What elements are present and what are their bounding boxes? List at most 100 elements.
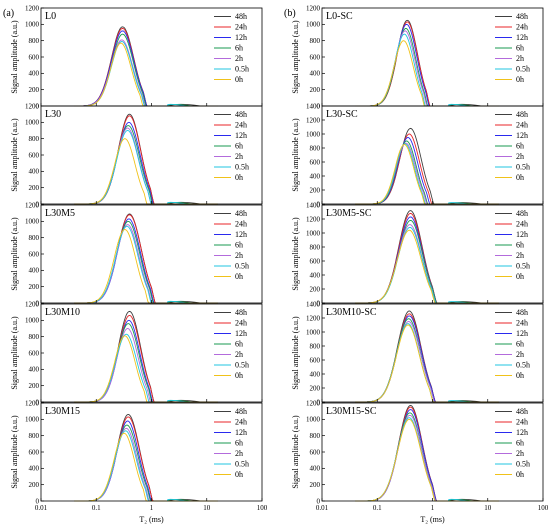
y-tick-label: 1200 (25, 201, 40, 209)
legend-label: 48h (516, 12, 528, 21)
series-6h (355, 412, 499, 502)
panel-title: L30M15-SC (326, 406, 377, 417)
y-tick-label: 600 (29, 53, 40, 61)
legend-label: 12h (516, 329, 528, 338)
series-2h (74, 39, 218, 107)
axes-frame (40, 105, 263, 205)
y-tick-label: 600 (310, 53, 321, 61)
legend-label: 0h (516, 75, 524, 84)
y-tick-label: 600 (29, 349, 40, 357)
y-tick-label: 1400 (306, 201, 321, 209)
series-6h (355, 219, 499, 304)
y-tick-label: 200 (29, 283, 40, 291)
series-6h (74, 33, 218, 107)
y-tick-label: 1200 (25, 300, 40, 308)
y-tick-label: 1400 (306, 300, 321, 308)
y-tick-label: 600 (29, 250, 40, 258)
y-tick-label: 400 (310, 172, 321, 180)
series-6h (355, 318, 499, 403)
x-axis-title: T₂ (ms) (139, 515, 164, 524)
legend-label: 6h (516, 44, 524, 53)
axes-frame (321, 7, 544, 107)
y-tick-label: 400 (29, 70, 40, 78)
series-24h (355, 313, 499, 403)
panel-L30M15: 0 200 400 600 800 1000 1200 0.01 0.1 1 10 100 L30M15… (10, 399, 268, 524)
series-12h (74, 30, 218, 107)
axes-frame (40, 303, 263, 403)
series-12h (74, 121, 218, 205)
series-0h (355, 418, 499, 502)
y-tick-label: 1200 (306, 116, 321, 124)
series-0h (355, 324, 499, 403)
series-0.5h (74, 333, 218, 403)
panel-title: L30M15 (45, 406, 80, 417)
y-tick-label: 1200 (25, 399, 40, 407)
y-tick-label: 400 (29, 465, 40, 473)
y-tick-label: 200 (310, 285, 321, 293)
y-tick-label: 600 (310, 356, 321, 364)
series-48h (74, 310, 218, 403)
panel-L30-SC: 0 200 400 600 800 1000 1200 1400 L30-SC 48h 24h12h… (291, 102, 544, 208)
y-tick-label: 1200 (25, 102, 40, 110)
part-label-a: (a) (3, 8, 14, 19)
series-0h (74, 229, 218, 304)
series-0.5h (74, 225, 218, 304)
series-0.5h (355, 323, 499, 403)
panel-title: L30 (45, 109, 61, 120)
y-tick-label: 1200 (306, 314, 321, 322)
legend-label: 2h (235, 251, 243, 260)
x-tick-label: 1 (150, 504, 154, 512)
series-12h (74, 218, 218, 304)
series-0.5h (74, 41, 218, 107)
y-tick-label: 800 (310, 243, 321, 251)
y-axis-title: Signal amplitude (a.u.) (10, 20, 19, 94)
series-0h (74, 138, 218, 205)
panel-title: L30M5 (45, 208, 75, 219)
y-axis-title: Signal amplitude (a.u.) (10, 316, 19, 390)
y-tick-label: 1000 (25, 218, 40, 226)
legend-label: 24h (235, 220, 247, 229)
legend-label: 12h (516, 230, 528, 239)
axes-frame (40, 7, 263, 107)
legend-label: 0.5h (235, 460, 249, 469)
y-tick-label: 0 (36, 398, 40, 406)
legend-label: 48h (516, 308, 528, 317)
y-tick-label: 800 (29, 234, 40, 242)
series-24h (355, 21, 499, 107)
series-48h (355, 127, 499, 205)
series-2h (355, 224, 499, 304)
y-tick-label: 400 (310, 370, 321, 378)
y-tick-label: 1000 (25, 317, 40, 325)
legend-label: 12h (516, 33, 528, 42)
y-tick-label: 600 (310, 158, 321, 166)
y-tick-label: 800 (310, 37, 321, 45)
y-tick-label: 600 (29, 448, 40, 456)
legend-label: 6h (235, 142, 243, 151)
legend-label: 2h (516, 350, 524, 359)
y-tick-label: 400 (29, 267, 40, 275)
series-24h (355, 212, 499, 304)
legend-label: 24h (235, 418, 247, 427)
y-tick-label: 1000 (306, 328, 321, 336)
y-tick-label: 0 (36, 299, 40, 307)
series-0.5h (74, 130, 218, 205)
legend-label: 2h (235, 54, 243, 63)
y-tick-label: 200 (29, 86, 40, 94)
series-0h (74, 42, 218, 107)
y-tick-label: 0 (317, 299, 321, 307)
series-12h (355, 409, 499, 502)
series-6h (74, 125, 218, 205)
y-tick-label: 1200 (306, 215, 321, 223)
y-axis-title: Signal amplitude (a.u.) (291, 415, 300, 489)
legend-label: 24h (235, 121, 247, 130)
series-0.5h (355, 417, 499, 502)
legend-label: 12h (235, 230, 247, 239)
legend-label: 0h (235, 470, 243, 479)
panel-L30M15-SC: 0 200 400 600 800 1000 1200 0.01 0.1 1 10 100 L30M15… (291, 399, 549, 524)
legend-label: 24h (235, 23, 247, 32)
